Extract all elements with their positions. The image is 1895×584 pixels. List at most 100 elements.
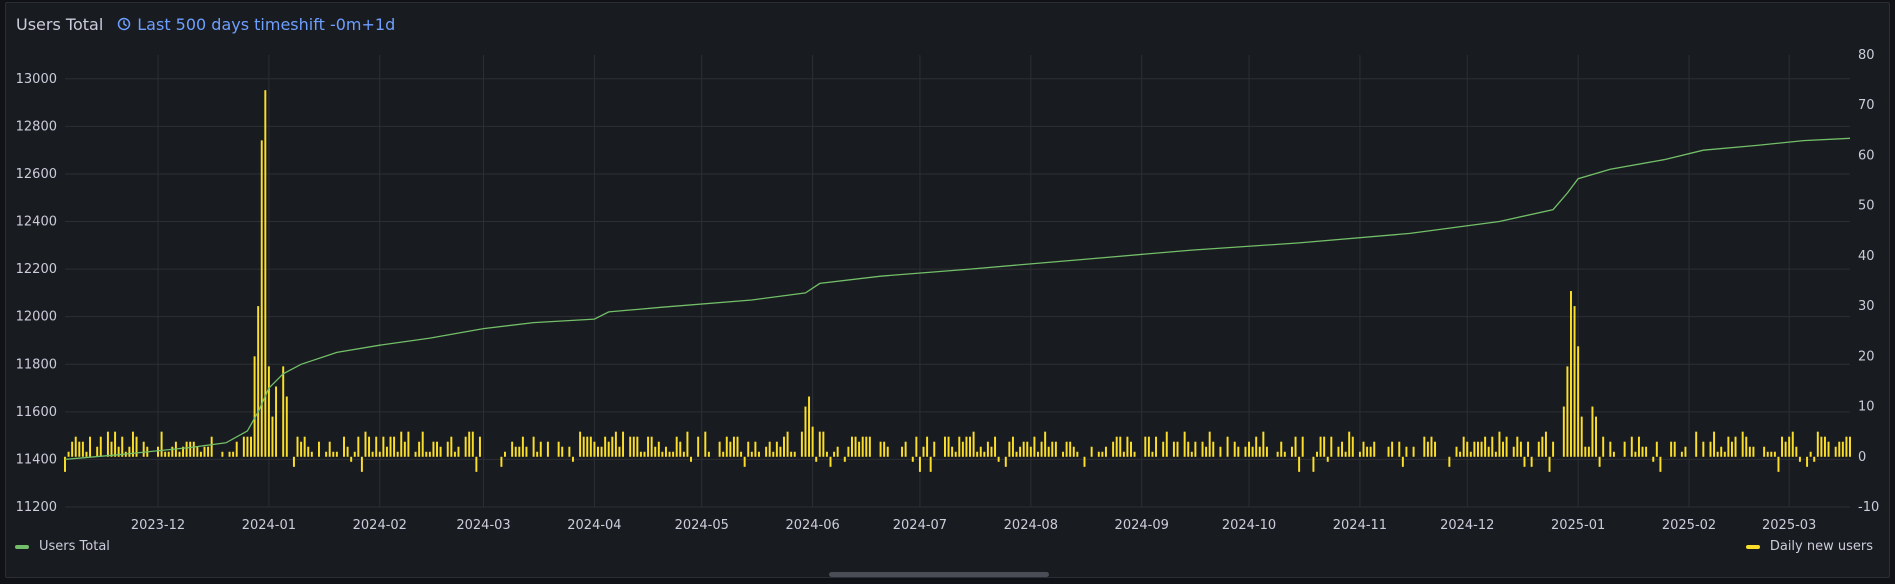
daily-new-users-bar	[972, 431, 975, 457]
daily-new-users-bar	[1584, 446, 1587, 457]
daily-new-users-bar	[203, 446, 206, 457]
daily-new-users-bar	[428, 451, 431, 457]
daily-new-users-bar	[911, 456, 914, 462]
daily-new-users-bar	[636, 436, 639, 457]
daily-new-users-bar	[1051, 441, 1054, 457]
daily-new-users-bar	[947, 436, 950, 457]
daily-new-users-bar	[532, 436, 535, 457]
daily-new-users-bar	[686, 431, 689, 457]
horizontal-scrollbar[interactable]	[829, 572, 1049, 577]
daily-new-users-bar	[335, 451, 338, 457]
daily-new-users-bar	[1745, 436, 1748, 457]
daily-new-users-bar	[926, 436, 929, 457]
daily-new-users-bar	[1348, 431, 1351, 457]
daily-new-users-bar	[1212, 441, 1215, 457]
daily-new-users-bar	[1734, 436, 1737, 457]
daily-new-users-bar	[1595, 416, 1598, 457]
daily-new-users-bar	[1577, 346, 1580, 457]
daily-new-users-bar	[901, 446, 904, 457]
daily-new-users-bar	[360, 456, 363, 472]
daily-new-users-bar	[614, 431, 617, 457]
daily-new-users-bar	[167, 451, 170, 457]
daily-new-users-bar	[1401, 456, 1404, 467]
daily-new-users-bar	[571, 456, 574, 462]
y-right-tick-label: 60	[1858, 148, 1875, 163]
daily-new-users-bar	[679, 441, 682, 457]
daily-new-users-bar	[1716, 451, 1719, 457]
daily-new-users-bar	[271, 416, 274, 457]
daily-new-users-bar	[579, 431, 582, 457]
daily-new-users-bar	[747, 441, 750, 457]
daily-new-users-bar	[815, 456, 818, 462]
daily-new-users-bar	[425, 451, 428, 457]
daily-new-users-bar	[969, 436, 972, 457]
daily-new-users-bar	[1834, 446, 1837, 457]
daily-new-users-bar	[886, 446, 889, 457]
daily-new-users-bar	[1791, 431, 1794, 457]
daily-new-users-bar	[707, 451, 710, 457]
daily-new-users-bar	[478, 436, 481, 457]
daily-new-users-bar	[690, 456, 692, 462]
daily-new-users-bar	[1637, 436, 1640, 457]
daily-new-users-bar	[275, 386, 278, 457]
daily-new-users-bar	[754, 441, 757, 457]
timeshift-indicator[interactable]: Last 500 days timeshift -0m+1d	[117, 15, 395, 34]
daily-new-users-bar	[961, 441, 964, 457]
timeshift-label: Last 500 days timeshift -0m+1d	[137, 14, 396, 34]
daily-new-users-bar	[808, 396, 811, 457]
daily-new-users-bar	[1358, 451, 1361, 457]
daily-new-users-bar	[264, 90, 267, 457]
daily-new-users-bar	[1054, 441, 1057, 457]
daily-new-users-bar	[403, 441, 406, 457]
daily-new-users-bar	[453, 451, 456, 457]
daily-new-users-bar	[67, 451, 70, 457]
legend-label-daily-new-users: Daily new users	[1769, 539, 1873, 554]
daily-new-users-bar	[1047, 446, 1050, 457]
daily-new-users-bar	[825, 451, 828, 457]
users-total-panel: Users Total Last 500 days timeshift -0m+…	[5, 2, 1890, 578]
daily-new-users-bar	[850, 436, 853, 457]
x-tick-label: 2024-10	[1222, 518, 1276, 533]
daily-new-users-bar	[1473, 441, 1476, 457]
daily-new-users-bar	[1573, 306, 1576, 457]
daily-new-users-bar	[1713, 431, 1716, 457]
daily-new-users-bar	[1645, 446, 1648, 457]
daily-new-users-bar	[1827, 441, 1830, 457]
daily-new-users-bar	[1265, 446, 1268, 457]
legend-users-total[interactable]: Users Total	[15, 539, 110, 554]
daily-new-users-bar	[1276, 451, 1279, 457]
daily-new-users-bar	[1548, 456, 1551, 472]
legend-daily-new-users[interactable]: Daily new users	[1745, 539, 1873, 554]
daily-new-users-bar	[468, 431, 471, 457]
daily-new-users-bar	[1155, 436, 1158, 457]
daily-new-users-bar	[85, 451, 88, 457]
daily-new-users-bar	[1351, 436, 1354, 457]
daily-new-users-bar	[164, 451, 167, 457]
daily-new-users-bar	[210, 436, 213, 457]
daily-new-users-bar	[1505, 436, 1508, 457]
daily-new-users-bar	[1591, 406, 1594, 457]
daily-new-users-bar	[1330, 436, 1333, 457]
daily-new-users-bar	[1823, 436, 1826, 457]
daily-new-users-bar	[260, 140, 263, 457]
daily-new-users-bar	[654, 446, 657, 457]
daily-new-users-bar	[647, 436, 650, 457]
daily-new-users-bar	[343, 436, 346, 457]
daily-new-users-bar	[1405, 446, 1408, 457]
daily-new-users-bar	[357, 436, 360, 457]
daily-new-users-bar	[990, 446, 993, 457]
daily-new-users-bar	[106, 431, 109, 457]
daily-new-users-bar	[1459, 451, 1462, 457]
daily-new-users-bar	[589, 436, 592, 457]
daily-new-users-bar	[704, 431, 707, 457]
daily-new-users-bar	[847, 446, 850, 457]
daily-new-users-bar	[328, 441, 331, 457]
daily-new-users-bar	[568, 446, 571, 457]
daily-new-users-bar	[1752, 446, 1755, 457]
daily-new-users-bar	[1659, 456, 1662, 472]
daily-new-users-bar	[1015, 451, 1018, 457]
daily-new-users-bar	[918, 456, 921, 472]
daily-new-users-bar	[1283, 451, 1286, 457]
daily-new-users-bar	[432, 441, 435, 457]
